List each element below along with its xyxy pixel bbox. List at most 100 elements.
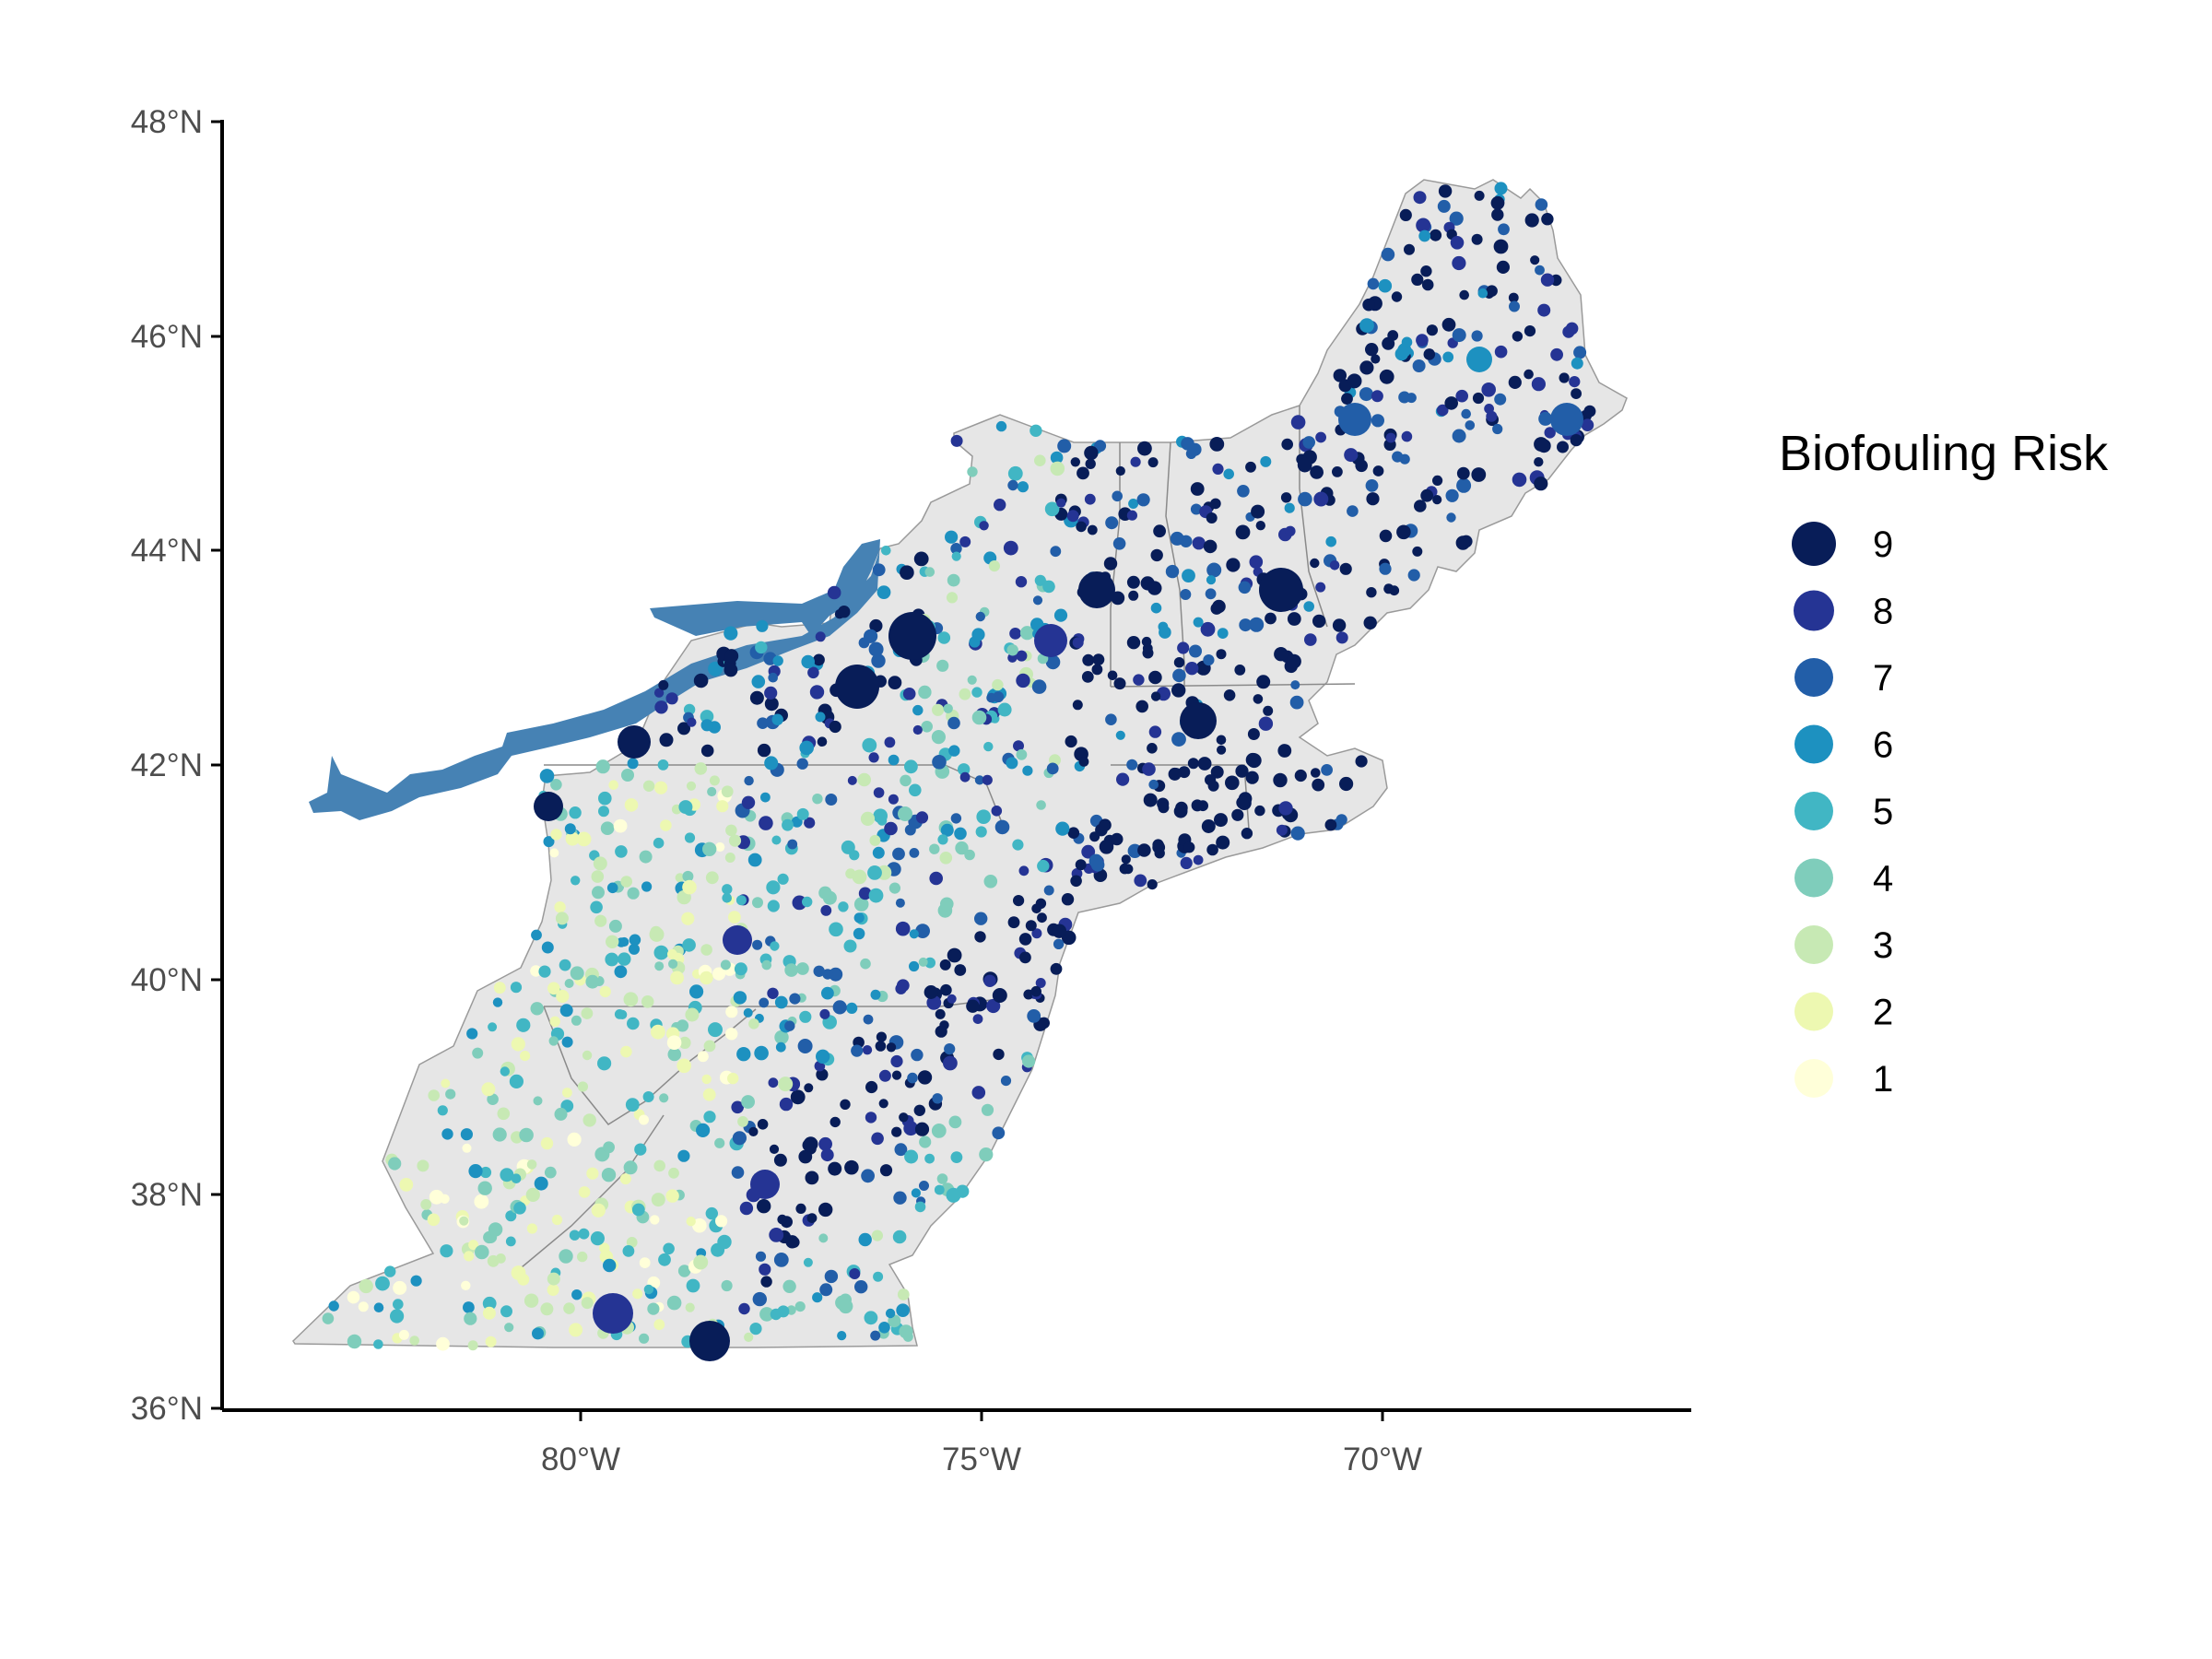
risk-point [759,1263,771,1276]
y-tick-label: 36°N [131,1391,203,1427]
risk-point [393,1280,407,1295]
risk-point [838,1299,853,1314]
risk-point [761,959,772,971]
risk-point [1289,695,1304,710]
risk-point [598,806,609,818]
risk-point [1147,457,1159,468]
risk-point [812,794,823,805]
risk-point [995,420,1007,432]
risk-point [675,873,685,883]
risk-point [784,1020,795,1031]
risk-point [689,984,704,999]
risk-point [1341,393,1353,405]
risk-point [1177,641,1190,654]
risk-point [747,853,762,867]
risk-point [1182,569,1195,582]
risk-point [1200,621,1216,637]
risk-point [971,628,985,641]
risk-point [692,1218,707,1233]
risk-point [1016,650,1028,662]
risk-point [1536,439,1551,453]
risk-point [467,1340,478,1351]
risk-point [731,1166,745,1179]
x-tick-label: 75°W [942,1441,1021,1477]
risk-point [971,710,987,725]
risk-point [1050,451,1064,465]
risk-point [639,1257,651,1268]
risk-point [997,702,1012,717]
risk-point [615,845,628,858]
risk-point [912,724,923,735]
risk-point [576,831,592,847]
risk-point [1070,875,1082,888]
risk-point [818,1136,832,1151]
risk-point [460,1128,473,1141]
risk-point [943,703,953,713]
risk-point [666,1035,682,1050]
risk-point [964,849,975,861]
risk-point [821,986,834,1000]
risk-point [760,792,771,803]
risk-point [466,1028,478,1040]
risk-point [642,780,655,792]
risk-point [660,819,672,831]
risk-point [1524,325,1536,337]
risk-point [904,759,918,774]
risk-point [1178,766,1191,779]
risk-point [1290,680,1300,690]
risk-point [678,1036,691,1049]
risk-point [733,991,747,1005]
risk-point [474,1194,489,1209]
risk-point [1249,617,1265,632]
risk-point [1052,924,1067,938]
risk-point [504,1323,514,1333]
risk-point [620,876,632,888]
risk-point [631,1203,645,1217]
risk-point [764,756,779,771]
risk-point [1290,826,1305,841]
risk-point [550,829,562,841]
risk-point [724,853,735,863]
risk-point [931,1124,947,1138]
risk-point [900,774,912,787]
risk-point [571,1289,582,1300]
risk-point [1366,587,1377,598]
risk-point [1030,424,1042,437]
risk-point [653,837,665,849]
x-axis-ticks: 80°W 75°W 70°W [541,1410,1422,1477]
risk-point [838,901,849,912]
risk-point [1193,617,1204,628]
legend-items: 9 8 7 6 5 4 3 2 1 [1792,522,1893,1100]
risk-point [913,1104,925,1117]
risk-point [734,962,747,976]
risk-point [492,997,503,1007]
legend-swatch [1794,1059,1833,1098]
risk-point [1494,345,1508,359]
risk-point [1438,184,1453,198]
risk-point [1141,636,1152,647]
risk-point [983,974,996,988]
risk-point [1492,423,1503,435]
risk-point [843,939,857,953]
risk-point [619,936,629,947]
risk-point [694,762,708,775]
risk-point [1006,644,1018,656]
risk-point [685,1007,700,1022]
risk-point [1105,516,1119,530]
risk-point [677,1149,690,1162]
risk-point [1450,235,1465,250]
risk-point [712,967,726,981]
risk-point [1017,481,1029,493]
risk-point [789,993,801,1005]
risk-point [1065,735,1077,748]
risk-point [1187,758,1199,770]
risk-point [815,712,826,723]
risk-point [899,1112,909,1123]
risk-point [1036,800,1046,810]
risk-point [988,560,1000,572]
risk-point [1420,488,1434,502]
risk-point [769,1228,784,1242]
risk-point [892,847,905,861]
risk-point-large [750,1170,780,1199]
y-tick-label: 44°N [131,533,203,569]
